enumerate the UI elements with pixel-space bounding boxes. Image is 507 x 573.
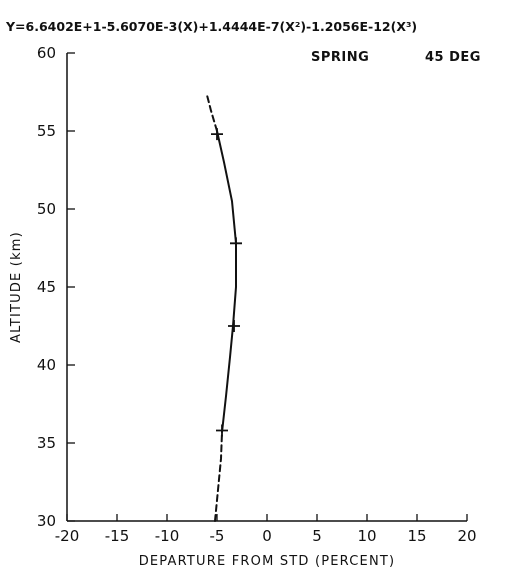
y-tick-label: 60: [37, 44, 56, 62]
series-layer: [206, 94, 237, 522]
x-tick-label: 5: [312, 527, 322, 545]
data-point-marker: [211, 128, 223, 141]
y-axis-ticks: 30 35 40 45 50 55 60: [37, 44, 75, 530]
season-annotation: SPRING: [311, 50, 369, 65]
latitude-annotation: 45 DEG: [425, 50, 481, 65]
data-point-marker: [216, 424, 228, 437]
y-tick-label: 40: [37, 356, 56, 374]
x-tick-label: 20: [457, 527, 476, 545]
series-line-solid: [216, 130, 237, 434]
series-line-dashed: [214, 431, 223, 522]
x-tick-label: -20: [55, 527, 80, 545]
y-tick-label: 50: [37, 200, 56, 218]
x-tick-label: -15: [105, 527, 130, 545]
y-tick-label: 45: [37, 278, 56, 296]
x-axis-ticks: -20 -15 -10 -5 0 5 10 15 20: [55, 514, 477, 545]
data-point-marker: [228, 320, 240, 332]
y-tick-label: 30: [37, 512, 56, 530]
y-tick-label: 35: [37, 434, 56, 452]
x-axis-title: DEPARTURE FROM STD (PERCENT): [139, 554, 396, 569]
equation-title: Y=6.6402E+1-5.6070E-3(X)+1.4444E-7(X²)-1…: [5, 19, 417, 34]
data-point-marker: [230, 237, 242, 250]
x-tick-label: 0: [262, 527, 272, 545]
y-tick-label: 55: [37, 122, 56, 140]
series-line-dashed: [206, 94, 218, 132]
marker-layer: [211, 128, 242, 437]
x-tick-label: -5: [210, 527, 225, 545]
x-tick-label: 10: [357, 527, 376, 545]
x-tick-label: 15: [407, 527, 426, 545]
y-axis-title: ALTITUDE (km): [9, 231, 24, 343]
x-tick-label: -10: [155, 527, 180, 545]
